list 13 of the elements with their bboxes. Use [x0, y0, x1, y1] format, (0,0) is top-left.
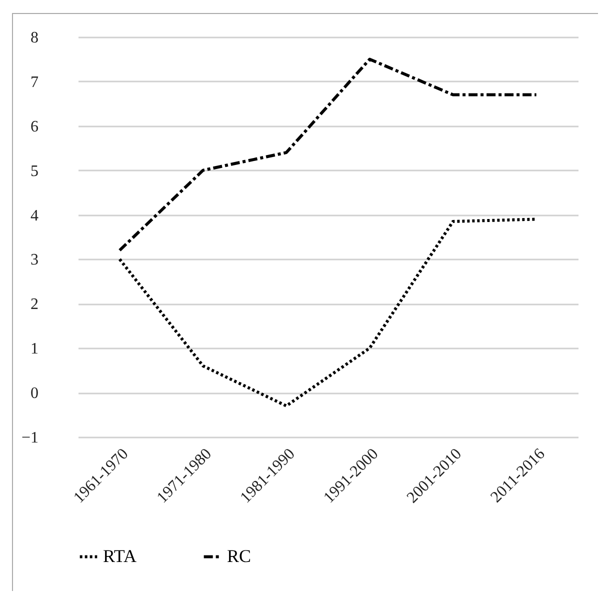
- y-tick-label: 7: [30, 74, 38, 91]
- y-tick-label: 1: [30, 340, 38, 358]
- line-series: [118, 58, 538, 252]
- y-tick-label: 4: [30, 207, 38, 224]
- legend-label: RC: [227, 546, 252, 566]
- y-tick-label: 8: [30, 30, 38, 46]
- y-tick-label: 6: [30, 118, 38, 136]
- y-tick-label: −1: [21, 430, 38, 446]
- y-tick-label: 3: [30, 252, 38, 269]
- legend-label: RTA: [103, 546, 136, 566]
- y-tick-label: 0: [30, 385, 38, 402]
- y-tick-label: 2: [30, 296, 38, 314]
- y-tick-label: 5: [30, 162, 38, 180]
